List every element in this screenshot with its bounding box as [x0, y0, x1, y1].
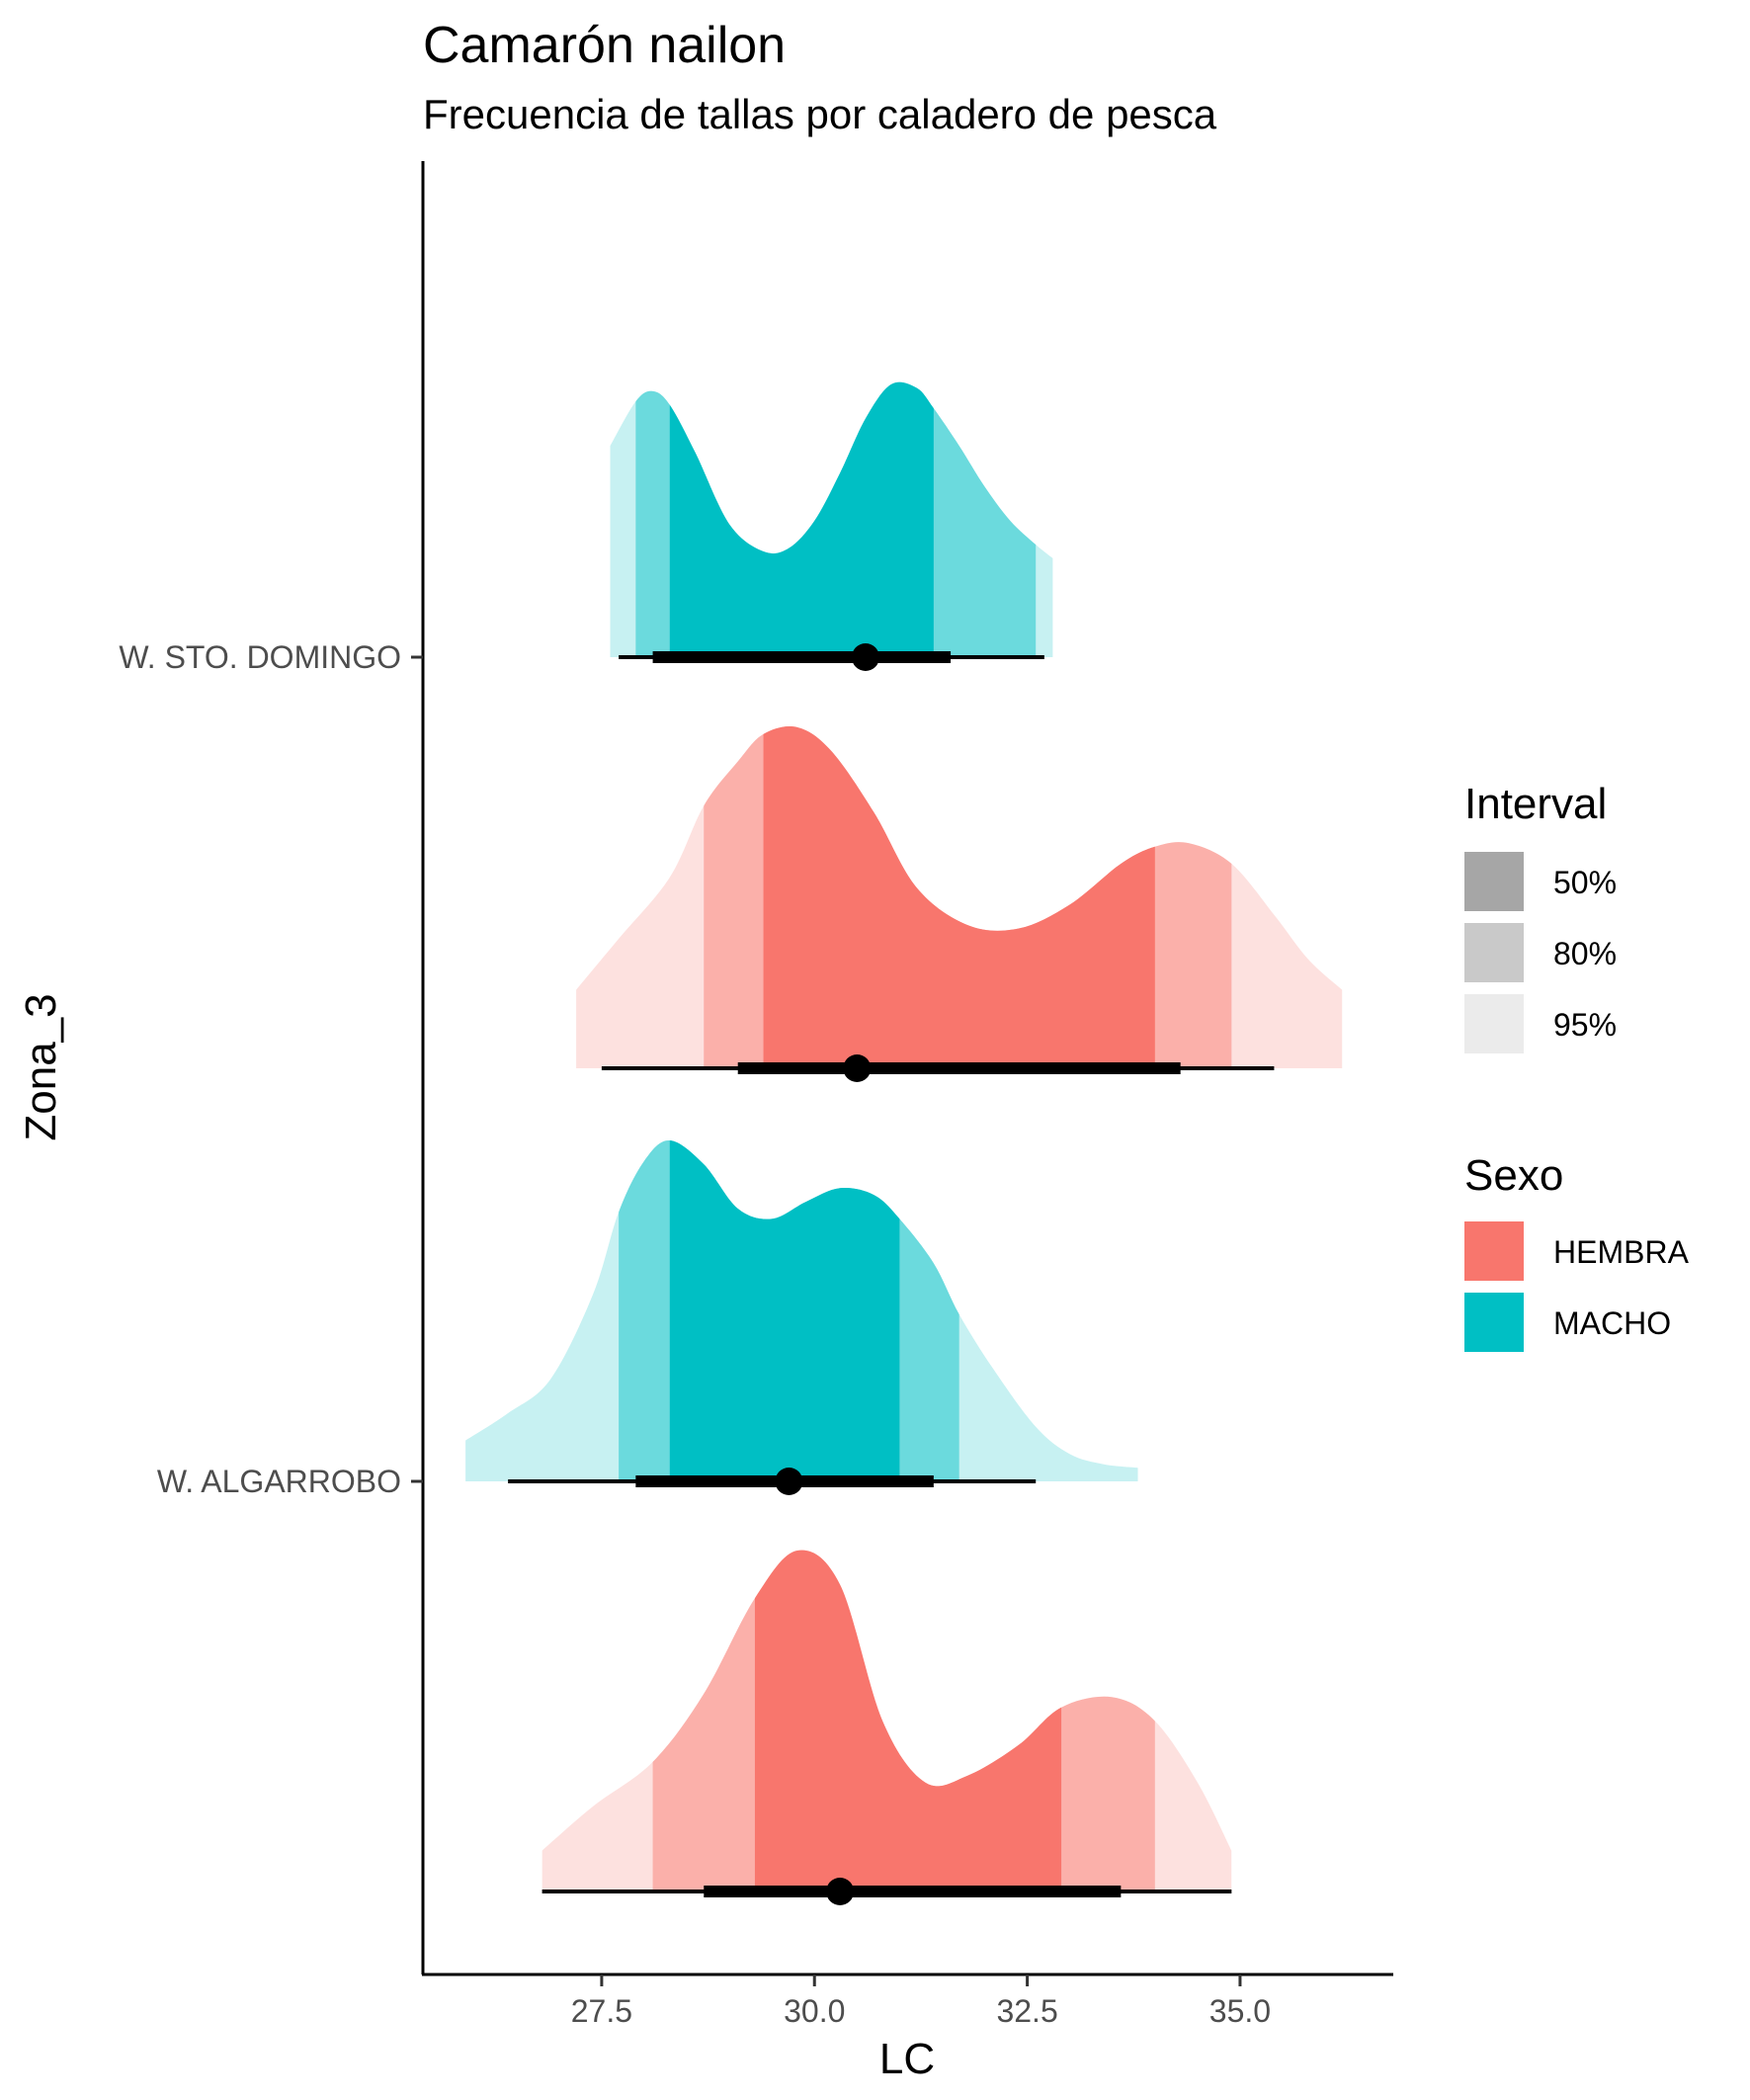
median-point: [826, 1878, 855, 1905]
legend-label-95: 95%: [1553, 1007, 1617, 1043]
band-50-interval: [669, 381, 934, 657]
band-50-interval: [669, 1139, 900, 1481]
legend-label-hembra: HEMBRA: [1553, 1234, 1690, 1270]
legend-swatch-hembra: [1464, 1221, 1524, 1281]
x-tick-label: 32.5: [996, 1993, 1057, 2029]
legend-swatch-50: [1464, 852, 1524, 911]
legend-label-macho: MACHO: [1553, 1305, 1671, 1341]
slab-hembra-algarrobo: [542, 1550, 1232, 1905]
slab-macho-algarrobo: [465, 1139, 1138, 1495]
y-tick-label: W. STO. DOMINGO: [119, 639, 401, 675]
x-axis-ticks: 27.5 30.0 32.5 35.0: [571, 1974, 1271, 2029]
x-tick-label: 27.5: [571, 1993, 632, 2029]
x-tick-label: 30.0: [784, 1993, 845, 2029]
y-axis-ticks: W. ALGARROBO W. STO. DOMINGO: [119, 639, 423, 1499]
slab-macho-sto-domingo: [610, 381, 1053, 671]
y-axis-title: Zona_3: [17, 993, 65, 1140]
median-point: [851, 643, 879, 671]
slab-hembra-sto-domingo: [576, 726, 1343, 1082]
legend-fill-items: HEMBRA MACHO: [1464, 1221, 1690, 1352]
x-tick-label: 35.0: [1209, 1993, 1271, 2029]
chart-subtitle: Frecuencia de tallas por caladero de pes…: [423, 91, 1217, 137]
band-50-interval: [763, 726, 1155, 1068]
legend-swatch-80: [1464, 923, 1524, 982]
legend-swatch-macho: [1464, 1293, 1524, 1352]
legend-interval-title: Interval: [1464, 780, 1607, 828]
legend-swatch-95: [1464, 994, 1524, 1053]
median-point: [775, 1468, 803, 1495]
y-tick-label: W. ALGARROBO: [157, 1464, 401, 1499]
median-point: [843, 1054, 872, 1082]
chart-title: Camarón nailon: [423, 17, 786, 74]
legend-sexo-title: Sexo: [1464, 1151, 1563, 1200]
legend-interval-items: 50% 80% 95%: [1464, 852, 1617, 1053]
x-axis-title: LC: [879, 2035, 935, 2083]
legend-label-80: 80%: [1553, 936, 1617, 971]
legend: Interval 50% 80% 95% Sexo HEMBRA MACHO: [1464, 780, 1690, 1352]
legend-label-50: 50%: [1553, 865, 1617, 900]
band-50-interval: [754, 1550, 1062, 1891]
plot-area: [465, 381, 1343, 1905]
